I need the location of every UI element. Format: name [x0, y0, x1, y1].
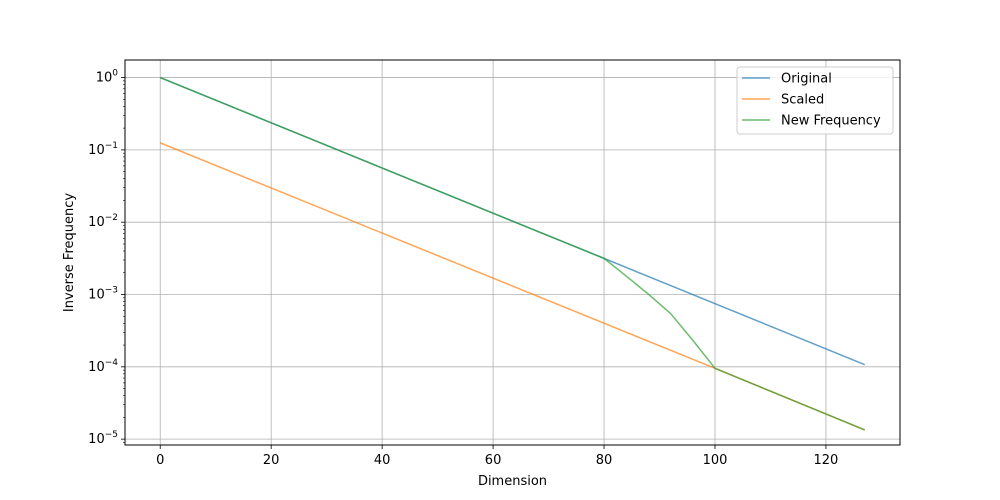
y-tick-label: 10−5: [88, 430, 118, 447]
x-tick-label: 120: [814, 453, 839, 468]
legend-label: New Frequency: [781, 114, 881, 129]
legend-box: [736, 66, 894, 135]
series-line-2: [159, 76, 866, 431]
legend-label: Scaled: [781, 93, 824, 108]
y-axis-label: Inverse Frequency: [62, 193, 77, 312]
x-axis-label: Dimension: [478, 474, 547, 489]
x-axis-ticks: 0 20 40 60 80 100 120: [156, 445, 838, 468]
y-tick-label: 100: [96, 69, 119, 86]
y-tick-label: 10−3: [88, 286, 118, 303]
x-tick-label: 40: [374, 453, 391, 468]
plot-frame: [124, 59, 901, 446]
x-tick-label: 0: [156, 453, 164, 468]
y-tick-label: 10−4: [88, 358, 118, 375]
y-axis-ticks: 100 10−1 10−2 10−3 10−4 10−5: [88, 69, 125, 447]
legend-label: Original: [781, 72, 832, 87]
x-tick-label: 80: [596, 453, 613, 468]
series-lines: [159, 76, 866, 431]
x-tick-label: 100: [703, 453, 728, 468]
y-tick-label: 10−1: [88, 141, 118, 158]
grid-lines: [125, 60, 900, 445]
legend: Original Scaled New Frequency: [736, 66, 894, 135]
x-tick-label: 20: [263, 453, 280, 468]
y-tick-label: 10−2: [88, 213, 118, 230]
x-tick-label: 60: [485, 453, 502, 468]
